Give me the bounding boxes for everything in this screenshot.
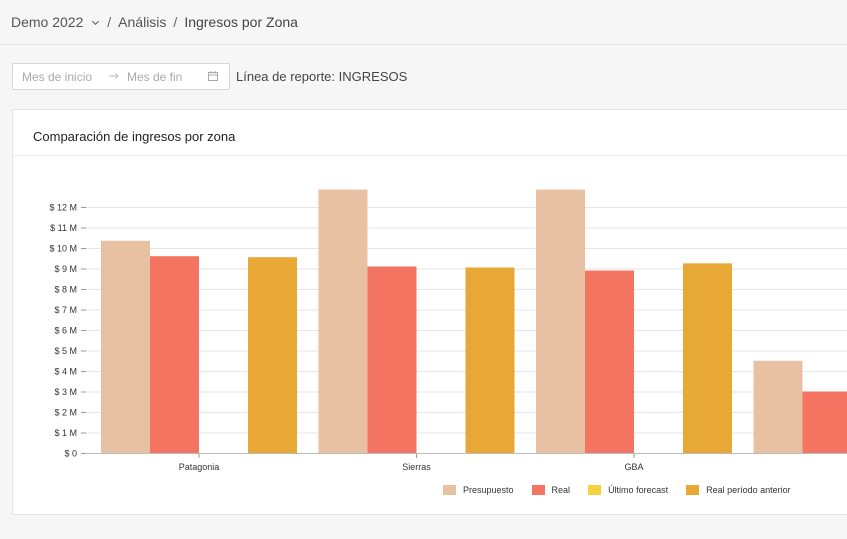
card-title: Comparación de ingresos por zona [33, 129, 236, 144]
breadcrumb-separator: / [107, 14, 112, 30]
bar-real[interactable] [585, 270, 634, 453]
end-month-input[interactable]: Mes de fin [127, 70, 183, 84]
y-tick-label: $ 4 M [54, 367, 77, 377]
y-tick-label: $ 0 [64, 449, 77, 459]
chevron-down-icon [92, 20, 100, 26]
card-header: Comparación de ingresos por zona [13, 110, 847, 156]
legend-swatch [686, 485, 700, 495]
revenue-by-zone-chart: $ 0 $ 1 M $ 2 M $ 3 M $ 4 M $ 5 M $ 6 M $ 7 M $ … [49, 189, 847, 472]
legend-label: Último forecast [608, 485, 669, 495]
bar-presupuesto[interactable] [753, 360, 803, 453]
y-tick-label: $ 10 M [49, 244, 77, 254]
legend-label: Real período anterior [706, 485, 791, 495]
x-tick-label: Patagonia [179, 462, 220, 472]
start-month-input[interactable]: Mes de inicio [22, 70, 93, 84]
breadcrumb-separator: / [173, 14, 178, 30]
bar-presupuesto[interactable] [101, 240, 150, 453]
breadcrumb: Demo 2022 / Análisis / Ingresos por Zona [11, 14, 298, 30]
arrow-right-icon [109, 73, 119, 79]
bar-real[interactable] [150, 256, 199, 453]
legend-item-real-periodo-anterior[interactable]: Real período anterior [686, 485, 791, 495]
y-tick-label: $ 6 M [54, 326, 77, 336]
y-tick-label: $ 11 M [50, 223, 77, 233]
y-tick-label: $ 9 M [54, 264, 77, 274]
y-tick-label: $ 8 M [54, 285, 77, 295]
bar-real-periodo-anterior[interactable] [248, 257, 297, 453]
bar-presupuesto[interactable] [536, 189, 585, 453]
y-tick-label: $ 7 M [54, 305, 77, 315]
legend-item-presupuesto[interactable]: Presupuesto [443, 485, 514, 495]
y-tick-label: $ 12 M [49, 203, 77, 213]
bar-real[interactable] [802, 391, 847, 454]
y-tick-label: $ 2 M [54, 408, 77, 418]
y-tick-label: $ 5 M [54, 346, 77, 356]
chart-legend: Presupuesto Real Último forecast Real pe… [443, 483, 809, 497]
y-tick-label: $ 1 M [54, 428, 77, 438]
bar-real-periodo-anterior[interactable] [683, 263, 732, 453]
legend-item-real[interactable]: Real [531, 485, 571, 495]
report-line-value: INGRESOS [338, 69, 408, 84]
breadcrumb-section[interactable]: Análisis [118, 14, 167, 30]
report-line-label: Línea de reporte: [236, 69, 336, 84]
breadcrumb-project[interactable]: Demo 2022 [11, 14, 100, 30]
bar-real[interactable] [367, 266, 417, 453]
calendar-icon[interactable] [207, 70, 219, 82]
date-range-picker[interactable]: Mes de inicio Mes de fin [12, 63, 230, 90]
legend-swatch [531, 485, 545, 495]
chart-card: $ 0 $ 1 M $ 2 M $ 3 M $ 4 M $ 5 M $ 6 M $ 7 M $ … [12, 109, 847, 515]
legend-swatch [443, 485, 456, 495]
bar-real-periodo-anterior[interactable] [465, 267, 515, 453]
legend-swatch [588, 485, 602, 495]
bar-presupuesto[interactable] [318, 189, 368, 453]
legend-label: Presupuesto [463, 485, 514, 495]
y-tick-label: $ 3 M [54, 387, 77, 397]
report-line: Línea de reporte: INGRESOS [236, 69, 407, 84]
x-tick-label: Sierras [402, 462, 431, 472]
breadcrumb-current-page: Ingresos por Zona [184, 14, 298, 30]
legend-label: Real [551, 485, 571, 495]
breadcrumb-project-label: Demo 2022 [11, 14, 84, 30]
legend-item-ultimo-forecast[interactable]: Último forecast [588, 485, 668, 495]
x-tick-label: GBA [624, 462, 643, 472]
top-breadcrumb-bar: Demo 2022 / Análisis / Ingresos por Zona [0, 0, 847, 45]
